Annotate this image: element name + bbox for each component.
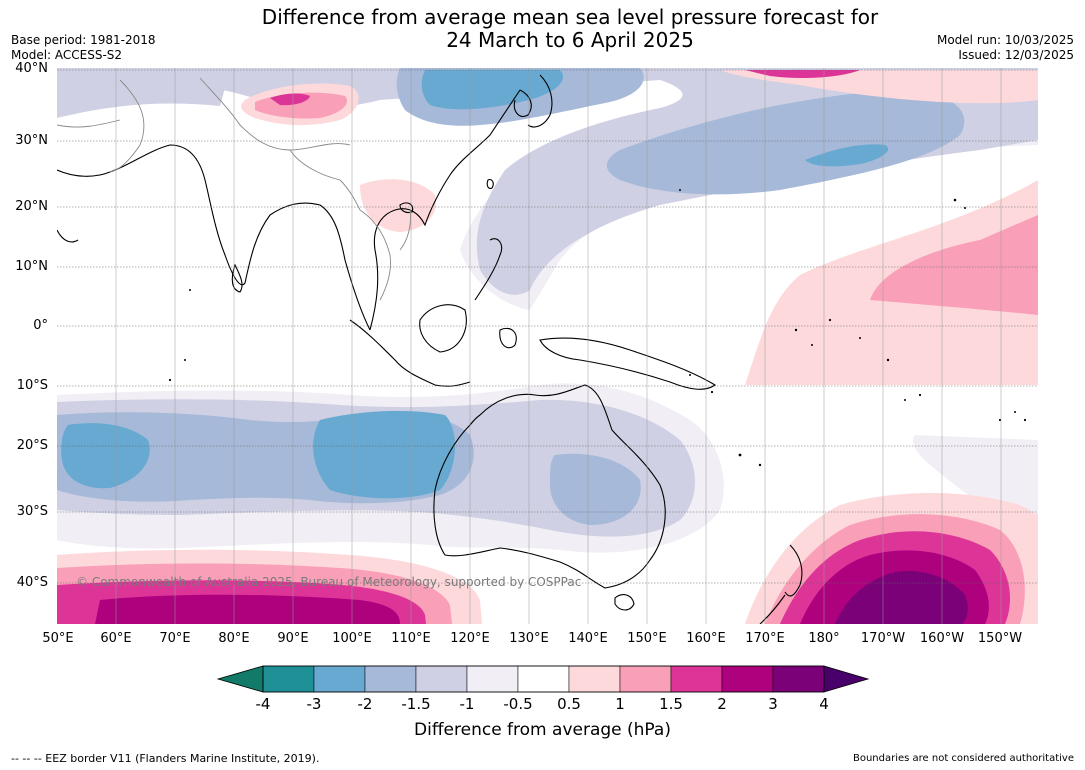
model-run-label: Model run: 10/03/2025 [936,33,1074,47]
lon-label-150e: 150°E [627,631,667,646]
lat-label-40n: 40°N [15,61,48,76]
lon-label-50e: 50°E [42,631,74,646]
coast-newguinea [539,337,717,390]
colorbar-tick-label: -3 [306,695,322,713]
anomaly-cell-southchina-pink [360,179,436,232]
colorbar-extend-low [216,665,264,693]
colorbar-cell [313,665,366,693]
colorbar-cell [517,665,570,693]
coast-taiwan [486,179,494,189]
coast-srilanka [231,263,243,293]
lat-label-30n: 30°N [15,133,48,148]
colorbar-cell [670,665,723,693]
colorbar-cell [262,665,315,693]
colorbar-title: Difference from average (hPa) [414,720,671,740]
coast-australia [433,384,666,589]
lon-label-160w: 160°W [919,631,965,646]
coast-philippines [474,238,503,301]
eez-border-note: -- -- -- EEZ border V11 (Flanders Marine… [11,752,320,765]
colorbar-cell [466,665,519,693]
coast-india [57,144,371,331]
lat-label-10s: 10°S [16,378,48,393]
coastlines [57,74,803,624]
boundaries-disclaimer: Boundaries are not considered authoritat… [852,753,1074,764]
coast-arabia [57,229,79,243]
lon-label-180: 180° [808,631,840,646]
model-label: Model: ACCESS-S2 [11,48,123,62]
anomaly-cell-northpacific-blue [606,90,965,195]
colorbar-cell [415,665,468,693]
colorbar-tick-label: 4 [819,695,829,713]
map-title-line-2: 24 March to 6 April 2025 [446,28,694,52]
lat-label-40s: 40°S [16,575,48,590]
coast-korea [513,89,532,118]
anomaly-cell-npacific-pink [720,70,1038,104]
lon-label-90e: 90°E [277,631,309,646]
colorbar-tick-label: -1 [459,695,475,713]
coast-hainan [399,202,414,214]
colorbar-tick-label: 3 [768,695,778,713]
coast-sulawesi [499,327,517,349]
lon-label-140e: 140°E [568,631,608,646]
map-meridians [115,68,1002,624]
colorbar-cell [721,665,774,693]
coast-nz-south [759,594,786,624]
anomaly-cell-easternaus-blue [550,453,641,525]
colorbar-extend-high [823,665,870,693]
colorbar-cells [262,665,825,693]
colorbar-cell [568,665,621,693]
colorbar-cell [364,665,417,693]
lon-label-130e: 130°E [509,631,549,646]
coast-japan [527,74,553,128]
coast-borneo [419,304,467,353]
map-graticule [57,69,1038,584]
colorbar-tick-label: -4 [255,695,271,713]
colorbar-tick-label: 0.5 [557,695,581,713]
lat-label-20n: 20°N [15,199,48,214]
lat-label-30s: 30°S [16,504,48,519]
colorbar-cell [772,665,825,693]
pressure-anomaly-map [57,68,1038,624]
lon-label-150w: 150°W [977,631,1023,646]
lon-label-70e: 70°E [159,631,191,646]
lon-label-170e: 170°E [745,631,785,646]
copyright-notice: © Commonwealth of Australia 2025, Bureau… [76,575,582,589]
country-borders [57,77,411,301]
coast-indochina-china [369,89,521,331]
colorbar-cell [619,665,672,693]
colorbar-tick-label: 2 [717,695,727,713]
colorbar-frame [262,665,825,693]
pacific-islands [168,189,1027,467]
colorbar-tick-label: 1 [615,695,625,713]
lon-label-160e: 160°E [686,631,726,646]
lon-label-110e: 110°E [391,631,431,646]
colorbar-tick-label: -1.5 [401,695,431,713]
base-period-label: Base period: 1981-2018 [11,33,156,47]
colorbar-tick-label: -2 [357,695,373,713]
lat-label-0: 0° [33,318,48,333]
colorbar-tick-label: 1.5 [659,695,683,713]
colorbar [216,665,870,693]
coast-nz-north [784,544,803,597]
lon-label-170w: 170°W [860,631,906,646]
lat-label-20s: 20°S [16,438,48,453]
lon-label-120e: 120°E [450,631,490,646]
map-title-line-1: Difference from average mean sea level p… [261,5,879,29]
lon-label-60e: 60°E [100,631,132,646]
issued-label: Issued: 12/03/2025 [958,48,1074,62]
lat-label-10n: 10°N [15,259,48,274]
coast-tasmania [614,594,635,611]
colorbar-tick-label: -0.5 [503,695,533,713]
lon-label-100e: 100°E [332,631,372,646]
lon-label-80e: 80°E [218,631,250,646]
